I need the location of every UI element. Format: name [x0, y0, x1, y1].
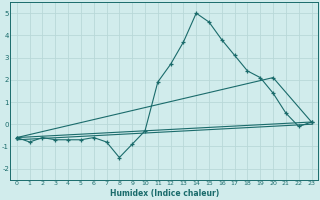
X-axis label: Humidex (Indice chaleur): Humidex (Indice chaleur) [109, 189, 219, 198]
